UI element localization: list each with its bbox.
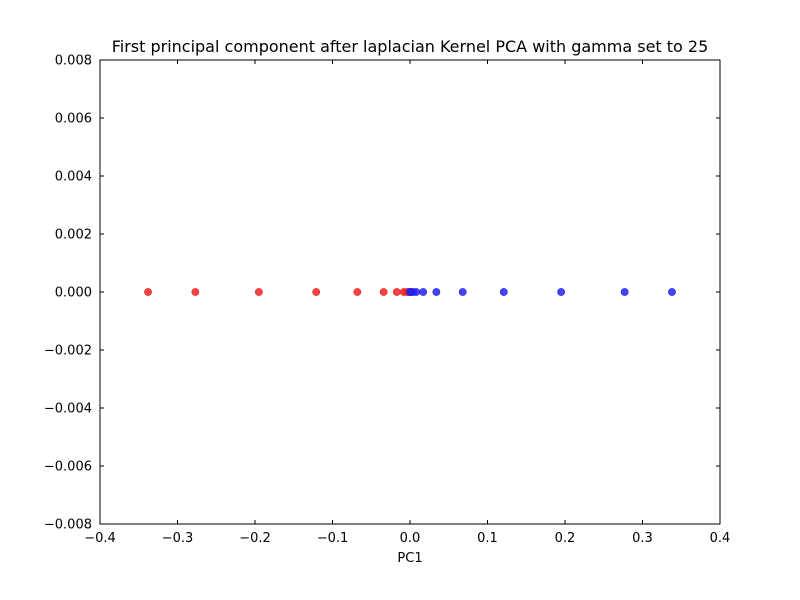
y-tick-label: −0.004 xyxy=(44,402,92,417)
x-tick-label: −0.4 xyxy=(84,531,116,546)
axis-ticks xyxy=(99,59,721,525)
chart-title: First principal component after laplacia… xyxy=(112,37,709,56)
y-tick-label: 0.008 xyxy=(55,54,92,69)
x-tick-label: 0.4 xyxy=(710,531,731,546)
scatter-point-series-0-1 xyxy=(191,288,200,296)
scatter-point-series-1-5 xyxy=(419,288,428,296)
scatter-point-series-0-2 xyxy=(254,288,263,296)
y-tick-label: 0.002 xyxy=(55,228,92,243)
x-tick-label: 0.1 xyxy=(477,531,498,546)
scatter-point-series-1-11 xyxy=(668,288,676,296)
y-tick-label: 0.004 xyxy=(55,170,92,185)
scatter-point-series-1-4 xyxy=(412,288,421,296)
data-points xyxy=(144,288,676,296)
x-axis-label: PC1 xyxy=(397,551,422,566)
scatter-point-series-1-10 xyxy=(620,288,629,296)
x-axis-tick-labels: −0.4 −0.3 −0.2 −0.1 0.0 0.1 0.2 0.3 0.4 xyxy=(84,531,730,546)
scatter-point-series-0-0 xyxy=(144,288,152,296)
scatter-point-series-0-6 xyxy=(392,288,401,296)
x-tick-label: 0.3 xyxy=(632,531,653,546)
x-tick-label: −0.3 xyxy=(162,531,194,546)
x-tick-label: 0.0 xyxy=(400,531,421,546)
scatter-point-series-0-5 xyxy=(379,288,388,296)
x-tick-label: −0.2 xyxy=(239,531,271,546)
y-axis-tick-labels: 0.008 0.006 0.004 0.002 0.000 −0.002 −0.004 −0.… xyxy=(44,54,92,533)
scatter-point-series-1-6 xyxy=(432,288,441,296)
scatter-point-series-1-7 xyxy=(458,288,467,296)
scatter-point-series-1-9 xyxy=(557,288,566,296)
y-tick-label: 0.006 xyxy=(55,112,92,127)
y-tick-label: −0.002 xyxy=(44,344,92,359)
scatter-point-series-0-3 xyxy=(312,288,321,296)
y-tick-label: −0.008 xyxy=(44,518,92,533)
y-tick-label: −0.006 xyxy=(44,460,92,475)
x-tick-label: −0.1 xyxy=(317,531,349,546)
y-tick-label: 0.000 xyxy=(55,286,92,301)
x-tick-label: 0.2 xyxy=(555,531,576,546)
scatter-point-series-0-4 xyxy=(353,288,362,296)
scatter-point-series-1-8 xyxy=(499,288,508,296)
